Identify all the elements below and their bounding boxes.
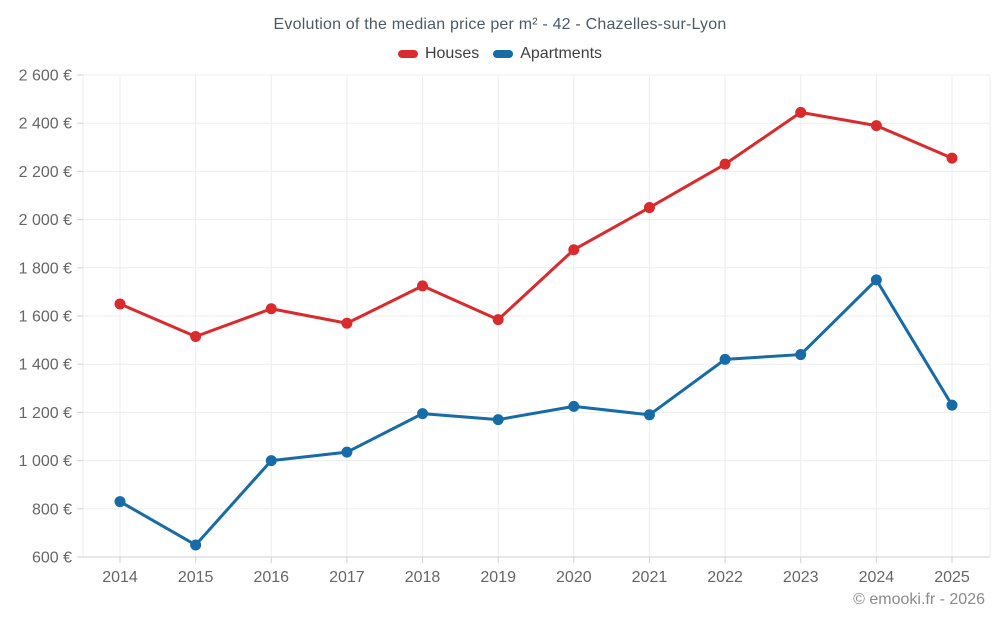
x-axis-label: 2018 [405, 569, 441, 586]
x-axis-label: 2025 [934, 569, 970, 586]
houses-point-2019[interactable] [492, 314, 504, 326]
apartments-point-2015[interactable] [190, 539, 202, 551]
apartments-point-2024[interactable] [870, 274, 882, 286]
y-axis-label: 2 200 € [19, 164, 72, 181]
x-axis-label: 2014 [102, 569, 138, 586]
copyright: © emooki.fr - 2026 [853, 591, 985, 608]
y-axis-label: 2 400 € [19, 116, 72, 133]
apartments-point-2023[interactable] [795, 349, 807, 361]
y-axis-label: 1 400 € [19, 357, 72, 374]
houses-swatch-icon [397, 50, 418, 58]
y-axis-label: 1 000 € [19, 453, 72, 470]
apartments-point-2021[interactable] [643, 409, 655, 421]
houses-point-2016[interactable] [265, 303, 277, 315]
legend-item-apartments[interactable]: Apartments [493, 45, 602, 63]
apartments-point-2016[interactable] [265, 455, 277, 467]
apartments-point-2022[interactable] [719, 353, 731, 365]
legend-label-houses: Houses [424, 45, 480, 62]
y-axis-label: 1 800 € [19, 260, 72, 277]
legend-label-apartments: Apartments [520, 45, 603, 62]
y-axis-label: 800 € [32, 501, 72, 518]
x-axis-label: 2019 [480, 569, 516, 586]
x-axis-label: 2021 [632, 569, 668, 586]
x-axis-label: 2022 [707, 569, 743, 586]
apartments-point-2014[interactable] [114, 496, 126, 508]
apartments-point-2019[interactable] [492, 414, 504, 426]
x-axis-label: 2020 [556, 569, 592, 586]
chart-title: Evolution of the median price per m² - 4… [273, 16, 727, 33]
houses-point-2018[interactable] [417, 280, 429, 292]
apartments-point-2020[interactable] [568, 400, 580, 412]
apartments-point-2017[interactable] [341, 446, 353, 458]
houses-point-2022[interactable] [719, 158, 731, 170]
y-axis-label: 1 600 € [19, 309, 72, 326]
legend-item-houses[interactable]: Houses [397, 45, 480, 63]
x-axis-label: 2023 [783, 569, 819, 586]
y-axis-label: 1 200 € [19, 405, 72, 422]
apartments-line [118, 278, 954, 547]
apartments-swatch-icon [493, 50, 514, 58]
houses-point-2021[interactable] [643, 202, 655, 214]
x-axis-label: 2017 [329, 569, 365, 586]
houses-point-2020[interactable] [568, 244, 580, 256]
houses-point-2017[interactable] [341, 317, 353, 329]
x-axis-label: 2016 [253, 569, 289, 586]
apartments-point-2018[interactable] [417, 408, 429, 420]
x-axis-label: 2015 [178, 569, 214, 586]
houses-point-2023[interactable] [795, 106, 807, 118]
houses-point-2024[interactable] [870, 120, 882, 132]
y-axis-label: 600 € [32, 550, 72, 567]
x-axis-label: 2024 [859, 569, 895, 586]
houses-line [118, 110, 954, 338]
legend: Houses Apartments [0, 45, 1000, 63]
houses-point-2025[interactable] [946, 152, 958, 164]
y-axis-label: 2 000 € [19, 212, 72, 229]
houses-point-2014[interactable] [114, 298, 126, 310]
apartments-point-2025[interactable] [946, 399, 958, 411]
houses-point-2015[interactable] [190, 330, 202, 342]
y-axis-label: 2 600 € [19, 68, 72, 85]
